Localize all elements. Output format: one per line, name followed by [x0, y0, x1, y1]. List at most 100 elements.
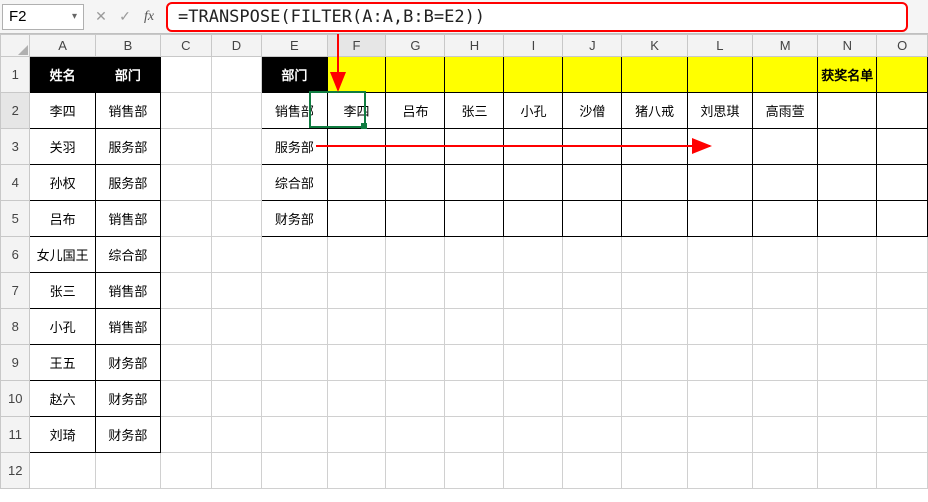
col-header-F[interactable]: F	[327, 35, 386, 57]
cell-O1[interactable]	[877, 57, 928, 93]
cell-N3[interactable]	[818, 129, 877, 165]
cell-O6[interactable]	[877, 237, 928, 273]
cell-H3[interactable]	[445, 129, 504, 165]
cell-K10[interactable]	[622, 381, 687, 417]
cell-L10[interactable]	[687, 381, 752, 417]
cell-A2[interactable]: 李四	[30, 93, 95, 129]
cell-C3[interactable]	[161, 129, 212, 165]
confirm-icon[interactable]: ✓	[118, 8, 132, 25]
cell-E8[interactable]	[262, 309, 327, 345]
cell-D6[interactable]	[211, 237, 262, 273]
cell-J9[interactable]	[563, 345, 622, 381]
cell-I9[interactable]	[504, 345, 563, 381]
cell-C10[interactable]	[161, 381, 212, 417]
cell-L1[interactable]	[687, 57, 752, 93]
cell-E4[interactable]: 综合部	[262, 165, 327, 201]
cell-M11[interactable]	[753, 417, 818, 453]
col-header-I[interactable]: I	[504, 35, 563, 57]
col-header-N[interactable]: N	[818, 35, 877, 57]
cell-K9[interactable]	[622, 345, 687, 381]
cell-A1[interactable]: 姓名	[30, 57, 95, 93]
cell-N1[interactable]: 获奖名单	[818, 57, 877, 93]
row-header-11[interactable]: 11	[1, 417, 30, 453]
cell-H8[interactable]	[445, 309, 504, 345]
cell-I11[interactable]	[504, 417, 563, 453]
cell-E5[interactable]: 财务部	[262, 201, 327, 237]
cell-E7[interactable]	[262, 273, 327, 309]
row-header-3[interactable]: 3	[1, 129, 30, 165]
cell-I4[interactable]	[504, 165, 563, 201]
row-header-4[interactable]: 4	[1, 165, 30, 201]
row-header-5[interactable]: 5	[1, 201, 30, 237]
cell-C11[interactable]	[161, 417, 212, 453]
cell-J5[interactable]	[563, 201, 622, 237]
cell-I1[interactable]	[504, 57, 563, 93]
cell-N6[interactable]	[818, 237, 877, 273]
col-header-E[interactable]: E	[262, 35, 327, 57]
cell-I12[interactable]	[504, 453, 563, 489]
cell-D9[interactable]	[211, 345, 262, 381]
col-header-B[interactable]: B	[95, 35, 160, 57]
cell-J7[interactable]	[563, 273, 622, 309]
cell-K11[interactable]	[622, 417, 687, 453]
cell-E9[interactable]	[262, 345, 327, 381]
row-header-9[interactable]: 9	[1, 345, 30, 381]
cell-C6[interactable]	[161, 237, 212, 273]
cell-H4[interactable]	[445, 165, 504, 201]
cell-E10[interactable]	[262, 381, 327, 417]
cell-D3[interactable]	[211, 129, 262, 165]
fx-icon[interactable]: fx	[142, 9, 156, 25]
row-header-2[interactable]: 2	[1, 93, 30, 129]
cell-F10[interactable]	[327, 381, 386, 417]
cell-K12[interactable]	[622, 453, 687, 489]
cell-B1[interactable]: 部门	[95, 57, 160, 93]
cell-C8[interactable]	[161, 309, 212, 345]
cell-M2[interactable]: 高雨萱	[753, 93, 818, 129]
cell-L3[interactable]	[687, 129, 752, 165]
cell-M7[interactable]	[753, 273, 818, 309]
col-header-G[interactable]: G	[386, 35, 445, 57]
col-header-D[interactable]: D	[211, 35, 262, 57]
cell-O2[interactable]	[877, 93, 928, 129]
cell-C9[interactable]	[161, 345, 212, 381]
cell-L11[interactable]	[687, 417, 752, 453]
cell-L2[interactable]: 刘思琪	[687, 93, 752, 129]
cell-L8[interactable]	[687, 309, 752, 345]
cell-L9[interactable]	[687, 345, 752, 381]
row-header-6[interactable]: 6	[1, 237, 30, 273]
cell-O10[interactable]	[877, 381, 928, 417]
cell-N12[interactable]	[818, 453, 877, 489]
cell-D8[interactable]	[211, 309, 262, 345]
cell-A7[interactable]: 张三	[30, 273, 95, 309]
cell-M5[interactable]	[753, 201, 818, 237]
cell-L7[interactable]	[687, 273, 752, 309]
cell-J12[interactable]	[563, 453, 622, 489]
cell-B9[interactable]: 财务部	[95, 345, 160, 381]
cell-G10[interactable]	[386, 381, 445, 417]
cell-D1[interactable]	[211, 57, 262, 93]
cell-L6[interactable]	[687, 237, 752, 273]
cell-B6[interactable]: 综合部	[95, 237, 160, 273]
cell-O5[interactable]	[877, 201, 928, 237]
cell-N11[interactable]	[818, 417, 877, 453]
cell-G2[interactable]: 吕布	[386, 93, 445, 129]
cell-F9[interactable]	[327, 345, 386, 381]
cell-I5[interactable]	[504, 201, 563, 237]
cell-B2[interactable]: 销售部	[95, 93, 160, 129]
cell-H11[interactable]	[445, 417, 504, 453]
cell-F12[interactable]	[327, 453, 386, 489]
cell-K7[interactable]	[622, 273, 687, 309]
cell-G9[interactable]	[386, 345, 445, 381]
row-header-10[interactable]: 10	[1, 381, 30, 417]
select-all-corner[interactable]	[1, 35, 30, 57]
cell-A12[interactable]	[30, 453, 95, 489]
cell-A3[interactable]: 关羽	[30, 129, 95, 165]
cell-J4[interactable]	[563, 165, 622, 201]
cell-B5[interactable]: 销售部	[95, 201, 160, 237]
cell-D11[interactable]	[211, 417, 262, 453]
cell-J11[interactable]	[563, 417, 622, 453]
name-box[interactable]: F2 ▾	[2, 4, 84, 30]
cell-K2[interactable]: 猪八戒	[622, 93, 687, 129]
cell-N9[interactable]	[818, 345, 877, 381]
cell-L5[interactable]	[687, 201, 752, 237]
